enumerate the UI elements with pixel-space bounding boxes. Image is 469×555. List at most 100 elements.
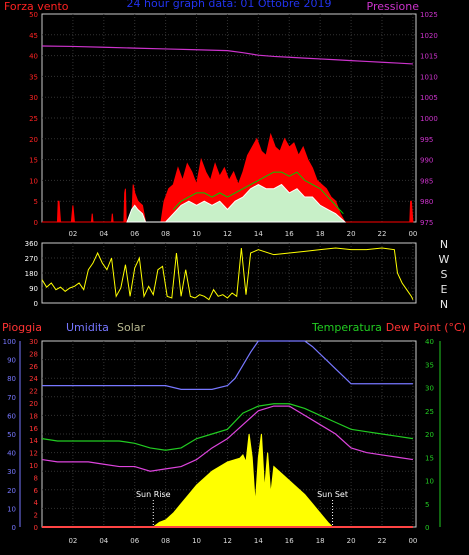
temperature-tick-label: 25 xyxy=(425,408,434,416)
wind-tick-label: 15 xyxy=(29,157,38,165)
humidity-tick-label: 60 xyxy=(7,412,16,420)
temperature-x-tick-label: 14 xyxy=(254,537,263,545)
rain-tick-label: 28 xyxy=(29,350,38,358)
direction-tick-label: 90 xyxy=(29,285,38,293)
temperature-tick-label: 20 xyxy=(425,431,434,439)
wind-x-tick-label: 08 xyxy=(161,230,170,238)
humidity-tick-label: 90 xyxy=(7,357,16,365)
direction-label-n2: N xyxy=(439,298,449,311)
rain-tick-label: 8 xyxy=(34,474,38,482)
pressure-tick-label: 980 xyxy=(420,198,433,206)
solar-area xyxy=(151,433,334,528)
humidity-tick-label: 70 xyxy=(7,394,16,402)
direction-label-s: S xyxy=(440,268,448,281)
pressure-tick-label: 1025 xyxy=(420,11,438,19)
wind-tick-label: 0 xyxy=(34,219,38,227)
rain-tick-label: 6 xyxy=(34,487,39,495)
humidity-tick-label: 40 xyxy=(7,450,16,458)
temperature-x-tick-label: 20 xyxy=(347,537,356,545)
temperature-line xyxy=(41,403,413,451)
pressure-line xyxy=(41,45,413,65)
pressure-tick-label: 1005 xyxy=(420,94,438,102)
dewpoint-line xyxy=(41,405,413,472)
wind-tick-label: 50 xyxy=(29,11,38,19)
temperature-tick-label: 30 xyxy=(425,385,434,393)
humidity-tick-label: 30 xyxy=(7,468,16,476)
wind-tick-label: 30 xyxy=(29,94,38,102)
wind-tick-label: 25 xyxy=(29,115,38,123)
pressure-tick-label: 995 xyxy=(420,136,433,144)
humidity-tick-label: 10 xyxy=(7,505,16,513)
temperature-tick-label: 35 xyxy=(425,361,434,369)
wind-x-tick-label: 16 xyxy=(285,230,294,238)
temperature-x-tick-label: 00 xyxy=(408,537,417,545)
rain-tick-label: 14 xyxy=(29,437,38,445)
pressure-axis-title: Pressione xyxy=(367,0,420,13)
temperature-x-tick-label: 16 xyxy=(285,537,294,545)
wind-x-tick-label: 12 xyxy=(223,230,232,238)
wind-direction-line xyxy=(41,247,414,301)
pressure-tick-label: 1015 xyxy=(420,53,438,61)
rain-tick-label: 16 xyxy=(29,425,38,433)
wind-x-tick-label: 02 xyxy=(68,230,77,238)
rain-tick-label: 26 xyxy=(29,363,38,371)
sunset-label: Sun Set xyxy=(317,490,348,499)
wind-x-tick-label: 22 xyxy=(378,230,387,238)
temperature-tick-label: 10 xyxy=(425,478,434,486)
wind-x-tick-label: 10 xyxy=(192,230,201,238)
wind-x-tick-label: 00 xyxy=(408,230,417,238)
rain-tick-label: 22 xyxy=(29,388,38,396)
rain-tick-label: 12 xyxy=(29,450,38,458)
humidity-tick-label: 80 xyxy=(7,375,16,383)
temperature-tick-label: 40 xyxy=(425,338,434,346)
direction-tick-label: 0 xyxy=(34,300,38,308)
wind-tick-label: 20 xyxy=(29,136,38,144)
chart-title: 24 hour graph data: 01 Ottobre 2019 xyxy=(127,0,332,10)
pressure-tick-label: 1010 xyxy=(420,73,438,81)
wind-x-tick-label: 14 xyxy=(254,230,263,238)
wind-tick-label: 10 xyxy=(29,177,38,185)
pressure-tick-label: 975 xyxy=(420,219,433,227)
humidity-tick-label: 100 xyxy=(3,338,16,346)
temperature-tick-label: 0 xyxy=(425,524,429,532)
wind-tick-label: 35 xyxy=(29,73,38,81)
wind-pressure-series xyxy=(41,45,414,223)
temperature-x-tick-label: 12 xyxy=(223,537,232,545)
pressure-tick-label: 985 xyxy=(420,177,433,185)
temperature-x-tick-label: 04 xyxy=(99,537,108,545)
pressure-tick-label: 990 xyxy=(420,157,433,165)
temperature-x-tick-label: 08 xyxy=(161,537,170,545)
wind-axis-title: Forza vento xyxy=(4,0,69,13)
rain-tick-label: 2 xyxy=(34,512,38,520)
rain-tick-label: 20 xyxy=(29,400,38,408)
direction-label-n: N xyxy=(439,238,449,251)
wind-x-tick-label: 18 xyxy=(316,230,325,238)
rain-tick-label: 4 xyxy=(34,499,39,507)
wind-tick-label: 40 xyxy=(29,53,38,61)
direction-series xyxy=(41,247,414,301)
rain-axis-title: Pioggia xyxy=(2,321,42,334)
rain-tick-label: 0 xyxy=(34,524,38,532)
direction-grid xyxy=(42,243,416,303)
direction-label-e: E xyxy=(440,283,448,296)
temperature-x-tick-label: 10 xyxy=(192,537,201,545)
direction-tick-label: 180 xyxy=(25,270,38,278)
temperature-axes: 0102030405060708090100024681012141618202… xyxy=(3,338,441,545)
rain-tick-label: 24 xyxy=(29,375,38,383)
temperature-x-tick-label: 22 xyxy=(378,537,387,545)
wind-tick-label: 45 xyxy=(29,32,38,40)
direction-axes: 0 90 180 270 360 xyxy=(25,240,38,308)
wind-x-tick-label: 06 xyxy=(130,230,139,238)
solar-legend-label: Solar xyxy=(117,321,146,334)
wind-x-tick-label: 20 xyxy=(347,230,356,238)
wind-x-tick-label: 04 xyxy=(99,230,108,238)
temperature-tick-label: 15 xyxy=(425,454,434,462)
direction-tick-label: 360 xyxy=(25,240,38,248)
humidity-line xyxy=(42,340,413,390)
temperature-series xyxy=(41,340,413,528)
temperature-x-tick-label: 06 xyxy=(130,537,139,545)
wind-pressure-axes: 0510152025303540455097598098599099510001… xyxy=(29,11,438,238)
temperature-x-tick-label: 02 xyxy=(68,537,77,545)
temperature-axis-title: Temperatura xyxy=(311,321,382,334)
